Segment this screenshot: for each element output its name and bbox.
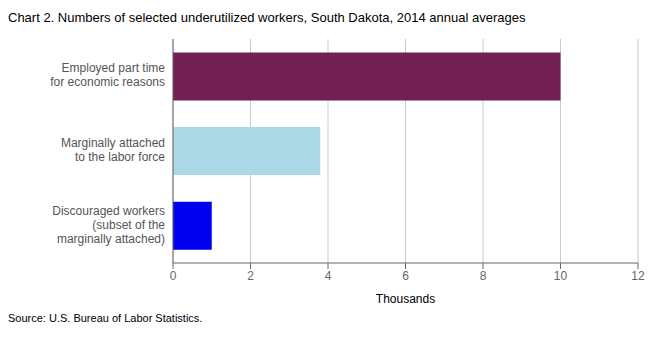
svg-text:Marginally attachedto the labo: Marginally attachedto the labor force [61,136,165,164]
svg-text:0: 0 [170,269,177,283]
svg-text:6: 6 [402,269,409,283]
html-text:Source: U.S. Bureau of Labor S: Source: U.S. Bureau of Labor Statistics. [8,312,203,324]
svg-text:2: 2 [247,269,254,283]
svg-text:4: 4 [325,269,332,283]
svg-text:Discouraged workers(subset of: Discouraged workers(subset of themargina… [52,204,165,246]
html-text:Chart 2. Numbers of selected u: Chart 2. Numbers of selected underutiliz… [8,10,526,25]
svg-text:8: 8 [480,269,487,283]
svg-text:Thousands: Thousands [376,292,435,306]
svg-text:10: 10 [554,269,568,283]
svg-text:12: 12 [631,269,645,283]
svg-text:Employed part timefor economic: Employed part timefor economic reasons [50,62,165,90]
